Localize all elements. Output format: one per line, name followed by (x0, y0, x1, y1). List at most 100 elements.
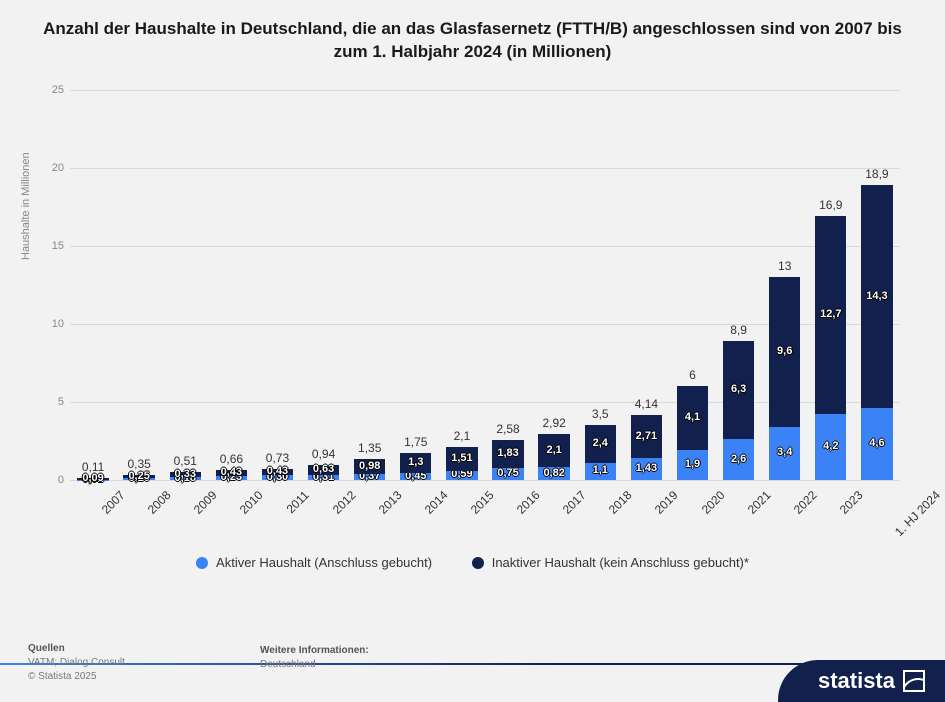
bar-segment: 2,4 (585, 425, 616, 462)
bar-value-label: 2,4 (585, 437, 616, 449)
bar-value-label: 4,1 (677, 411, 708, 423)
bar-segment: 2,6 (723, 439, 754, 480)
y-axis-label: Haushalte in Millionen (20, 152, 32, 260)
chart-title: Anzahl der Haushalte in Deutschland, die… (0, 0, 945, 74)
bar-segment: 4,2 (815, 414, 846, 480)
more-heading: Weitere Informationen: (260, 645, 369, 656)
bar-segment: 2,1 (538, 434, 569, 467)
bar-segment: 0,82 (538, 467, 569, 480)
x-tick-label: 2023 (837, 488, 866, 517)
bar-total-label: 16,9 (815, 198, 846, 212)
bar-segment: 0,59 (446, 471, 477, 480)
bar-value-label: 1,1 (585, 464, 616, 476)
x-tick-label: 2022 (791, 488, 820, 517)
x-tick-label: 2019 (652, 488, 681, 517)
bar-value-label: 2,6 (723, 453, 754, 465)
bar-segment: 12,7 (815, 216, 846, 414)
bar-segment: 0,63 (308, 465, 339, 475)
bar-total-label: 8,9 (723, 323, 754, 337)
bar-value-label: 2,71 (631, 430, 662, 442)
bar-value-label: 12,7 (815, 308, 846, 320)
legend-dot-icon (196, 557, 208, 569)
legend-dot-icon (472, 557, 484, 569)
x-tick-label: 2013 (376, 488, 405, 517)
bar-value-label: 0,82 (538, 467, 569, 479)
bar-segment: 0,75 (492, 468, 523, 480)
bar-total-label: 4,14 (631, 397, 662, 411)
x-tick-label: 2014 (422, 488, 451, 517)
bar-segment: 0,45 (400, 473, 431, 480)
bar-value-label: 14,3 (861, 290, 892, 302)
x-tick-label: 2008 (145, 488, 174, 517)
bar-value-label: 0,25 (123, 470, 154, 482)
y-tick: 15 (42, 240, 64, 252)
x-tick-label: 2017 (560, 488, 589, 517)
bar-total-label: 0,11 (77, 460, 108, 474)
bar-segment: 1,51 (446, 447, 477, 471)
x-tick-label: 2016 (514, 488, 543, 517)
bar-value-label: 1,3 (400, 456, 431, 468)
bar-segment: 1,43 (631, 458, 662, 480)
bar-value-label: 1,51 (446, 452, 477, 464)
bar-value-label: 1,9 (677, 458, 708, 470)
bar-segment: 2,71 (631, 415, 662, 457)
bar-segment: 0,98 (354, 459, 385, 474)
bar-total-label: 0,51 (170, 454, 201, 468)
chart-plot-area: 0,020,090,110,100,250,350,180,330,510,23… (70, 90, 900, 480)
x-tick-label: 1. HJ 2024 (892, 488, 943, 539)
bar-value-label: 1,83 (492, 447, 523, 459)
bar-segment: 0,09 (77, 478, 108, 479)
x-tick-label: 2011 (283, 488, 311, 516)
bar-value-label: 0,63 (308, 463, 339, 475)
bar-total-label: 2,92 (538, 416, 569, 430)
legend: Aktiver Haushalt (Anschluss gebucht) Ina… (0, 555, 945, 572)
bar-total-label: 0,73 (262, 451, 293, 465)
bar-segment: 0,43 (216, 470, 247, 477)
more-text: Deutschland (260, 659, 316, 670)
footer-more: Weitere Informationen: Deutschland (260, 644, 369, 672)
copyright-text: © Statista 2025 (28, 671, 97, 682)
bar-value-label: 1,43 (631, 462, 662, 474)
x-tick-label: 2009 (191, 488, 220, 517)
bar-value-label: 0,43 (216, 466, 247, 478)
bar-total-label: 18,9 (861, 167, 892, 181)
y-tick: 10 (42, 318, 64, 330)
y-tick: 0 (42, 474, 64, 486)
sources-heading: Quellen (28, 643, 65, 654)
footer-sources: Quellen VATM; Dialog Consult © Statista … (28, 642, 125, 684)
bar-total-label: 13 (769, 259, 800, 273)
x-tick-label: 2021 (744, 488, 773, 517)
brand-text: statista (818, 668, 895, 694)
bar-segment: 0,25 (123, 475, 154, 479)
bar-value-label: 9,6 (769, 345, 800, 357)
bar-segment: 4,1 (677, 386, 708, 450)
bar-segment: 3,4 (769, 427, 800, 480)
legend-label: Inaktiver Haushalt (kein Anschluss gebuc… (492, 555, 749, 570)
bar-total-label: 0,66 (216, 452, 247, 466)
legend-item-inactive: Inaktiver Haushalt (kein Anschluss gebuc… (472, 555, 749, 570)
bar-segment: 9,6 (769, 277, 800, 427)
bar-total-label: 3,5 (585, 407, 616, 421)
x-tick-label: 2010 (237, 488, 266, 517)
legend-item-active: Aktiver Haushalt (Anschluss gebucht) (196, 555, 432, 570)
bar-total-label: 2,1 (446, 429, 477, 443)
bar-total-label: 0,35 (123, 457, 154, 471)
x-tick-label: 2012 (329, 488, 358, 517)
bar-value-label: 0,98 (354, 460, 385, 472)
bar-value-label: 2,1 (538, 444, 569, 456)
bar-value-label: 3,4 (769, 446, 800, 458)
x-tick-label: 2020 (698, 488, 727, 517)
bar-value-label: 4,2 (815, 440, 846, 452)
bar-segment: 1,9 (677, 450, 708, 480)
wave-icon (903, 670, 925, 692)
bar-segment: 1,1 (585, 463, 616, 480)
bar-segment: 4,6 (861, 408, 892, 480)
bar-segment: 0,31 (308, 475, 339, 480)
bar-total-label: 6 (677, 368, 708, 382)
bar-total-label: 2,58 (492, 422, 523, 436)
bar-segment: 1,3 (400, 453, 431, 473)
bar-value-label: 0,43 (262, 465, 293, 477)
statista-logo: statista (778, 660, 945, 702)
bar-total-label: 0,94 (308, 447, 339, 461)
bar-total-label: 1,35 (354, 441, 385, 455)
